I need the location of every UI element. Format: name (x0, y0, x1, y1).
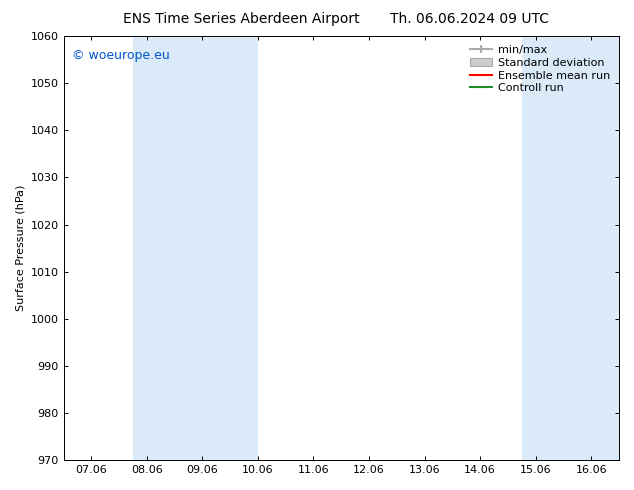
Text: © woeurope.eu: © woeurope.eu (72, 49, 170, 62)
Bar (133, 36, 258, 460)
Text: Th. 06.06.2024 09 UTC: Th. 06.06.2024 09 UTC (390, 12, 548, 26)
Text: ENS Time Series Aberdeen Airport: ENS Time Series Aberdeen Airport (122, 12, 359, 26)
Y-axis label: Surface Pressure (hPa): Surface Pressure (hPa) (15, 185, 25, 311)
Legend: min/max, Standard deviation, Ensemble mean run, Controll run: min/max, Standard deviation, Ensemble me… (467, 42, 614, 97)
Bar (522, 36, 619, 460)
